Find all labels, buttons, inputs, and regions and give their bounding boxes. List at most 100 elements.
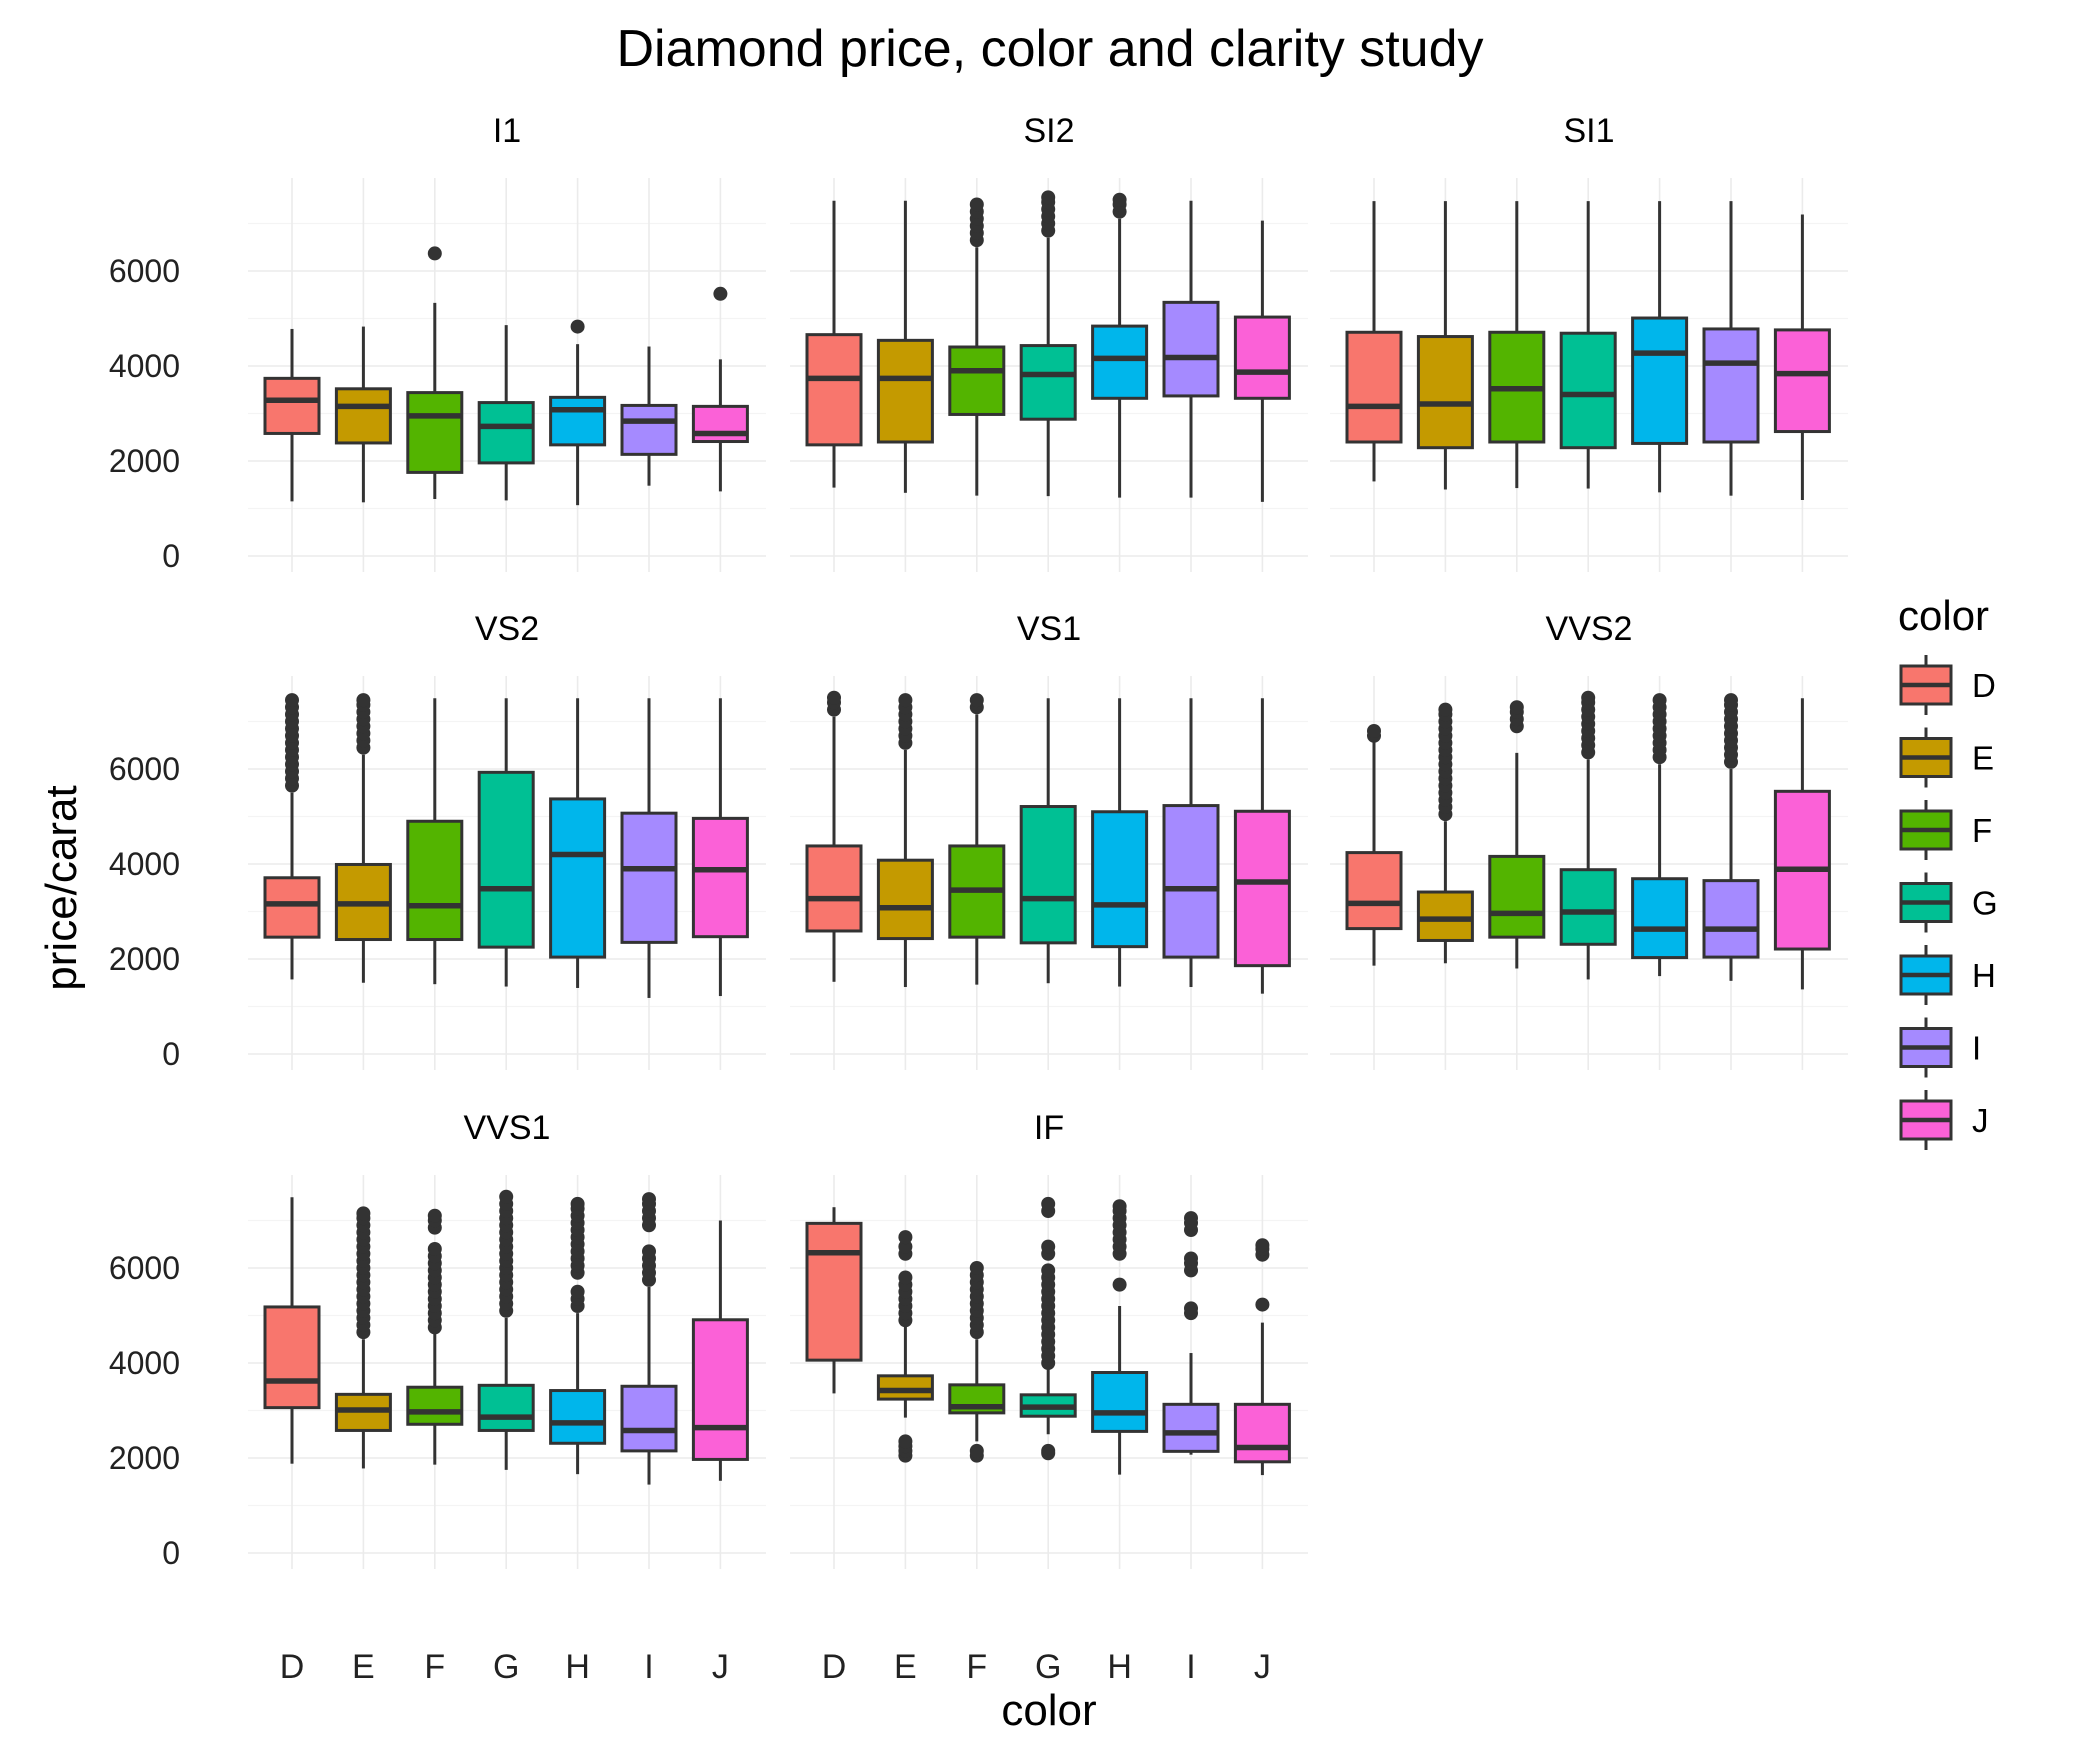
box-i1-e bbox=[334, 326, 392, 503]
box-iqr bbox=[1631, 877, 1689, 960]
outlier-point bbox=[356, 693, 371, 708]
y-tick-label: 2000 bbox=[109, 1440, 180, 1476]
outlier-point bbox=[1724, 693, 1738, 708]
box-vvs2-h bbox=[1631, 693, 1689, 977]
outlier-point bbox=[285, 693, 299, 708]
legend-label: D bbox=[1972, 667, 1996, 704]
outlier-point bbox=[1438, 702, 1453, 717]
box-iqr bbox=[406, 1385, 464, 1426]
outlier-point bbox=[713, 286, 728, 301]
box-si1-d bbox=[1345, 201, 1403, 482]
legend-entry-e: E bbox=[1899, 727, 1994, 788]
legend-label: I bbox=[1972, 1030, 1981, 1067]
box-vs1-j bbox=[1233, 698, 1291, 994]
y-tick-label: 4000 bbox=[109, 348, 180, 384]
box-vvs2-g bbox=[1559, 690, 1617, 980]
box-i1-h bbox=[549, 319, 607, 506]
box-si2-d bbox=[805, 200, 863, 488]
box-vs2-j bbox=[691, 698, 749, 997]
box-iqr bbox=[549, 797, 607, 959]
outlier-point bbox=[1041, 190, 1056, 205]
box-i1-j bbox=[691, 286, 749, 492]
outlier-point bbox=[427, 1242, 442, 1256]
facet-panel-si2: SI2 bbox=[790, 112, 1308, 572]
outlier-point bbox=[898, 1434, 913, 1449]
box-iqr bbox=[1702, 879, 1760, 959]
box-iqr bbox=[406, 391, 464, 474]
outlier-point bbox=[1509, 700, 1524, 715]
box-iqr bbox=[1416, 890, 1474, 942]
outlier-point bbox=[898, 1230, 913, 1245]
outlier-point bbox=[1041, 1263, 1056, 1278]
box-if-f bbox=[948, 1261, 1006, 1463]
box-iqr bbox=[1702, 327, 1760, 444]
box-iqr bbox=[477, 1383, 535, 1432]
chart-title: Diamond price, color and clarity study bbox=[616, 20, 1483, 78]
box-si2-h bbox=[1091, 192, 1149, 498]
x-tick-label: J bbox=[1254, 1648, 1271, 1686]
box-iqr bbox=[691, 816, 749, 939]
box-vvs1-i bbox=[620, 1192, 678, 1485]
legend-label: G bbox=[1972, 885, 1998, 922]
facet-panel-si1: SI1 bbox=[1330, 112, 1848, 572]
outlier-point bbox=[570, 1196, 585, 1211]
box-vvs2-i bbox=[1702, 693, 1760, 981]
facet-panel-i1: I1 bbox=[248, 112, 766, 572]
box-si1-i bbox=[1702, 201, 1760, 496]
box-iqr bbox=[948, 345, 1006, 416]
box-i1-f bbox=[406, 246, 464, 499]
box-iqr bbox=[1162, 804, 1220, 959]
box-iqr bbox=[1091, 324, 1149, 400]
facet-panel-vs2: VS2 bbox=[248, 610, 766, 1070]
box-iqr bbox=[1091, 810, 1149, 949]
facet-panel-vs1: VS1 bbox=[790, 610, 1308, 1070]
box-vvs2-e bbox=[1416, 702, 1474, 964]
box-vs1-f bbox=[948, 693, 1006, 985]
facet-label: VVS1 bbox=[464, 1109, 551, 1147]
box-vs2-f bbox=[406, 698, 464, 985]
box-iqr bbox=[1233, 315, 1291, 400]
x-tick-label: D bbox=[822, 1648, 847, 1686]
outlier-point bbox=[1184, 1301, 1198, 1316]
box-iqr bbox=[263, 1305, 321, 1410]
box-iqr bbox=[263, 876, 321, 939]
box-vvs1-j bbox=[691, 1220, 749, 1481]
box-vs1-d bbox=[805, 690, 863, 982]
box-iqr bbox=[620, 811, 678, 944]
box-vvs1-f bbox=[406, 1208, 464, 1465]
outlier-point bbox=[1255, 1238, 1270, 1253]
box-if-j bbox=[1233, 1238, 1291, 1476]
box-vs2-g bbox=[477, 698, 535, 987]
legend-entry-f: F bbox=[1899, 800, 1992, 860]
box-iqr bbox=[805, 1221, 863, 1362]
outlier-point bbox=[969, 197, 984, 212]
box-iqr bbox=[1559, 868, 1617, 946]
facet-label: IF bbox=[1034, 1109, 1064, 1147]
y-tick-label: 4000 bbox=[109, 1345, 180, 1381]
facet-label: VS2 bbox=[475, 610, 539, 648]
y-tick-label: 6000 bbox=[109, 1250, 180, 1286]
box-iqr bbox=[549, 395, 607, 447]
box-vs2-i bbox=[620, 698, 678, 998]
outlier-point bbox=[1112, 192, 1127, 207]
y-tick-label: 6000 bbox=[109, 751, 180, 787]
box-if-d bbox=[805, 1207, 863, 1394]
box-si2-j bbox=[1233, 220, 1291, 502]
facet-panel-vvs2: VVS2 bbox=[1330, 610, 1848, 1070]
outlier-point bbox=[1184, 1251, 1198, 1266]
box-iqr bbox=[1162, 1402, 1220, 1453]
box-iqr bbox=[691, 404, 749, 444]
y-axis-title: price/carat bbox=[37, 785, 86, 990]
legend-entry-g: G bbox=[1899, 872, 1998, 933]
outlier-point bbox=[1041, 1239, 1056, 1254]
outlier-point bbox=[898, 693, 913, 708]
box-vvs1-e bbox=[334, 1206, 392, 1469]
box-i1-i bbox=[620, 346, 678, 486]
box-vs2-e bbox=[334, 693, 392, 983]
x-tick-label: H bbox=[565, 1648, 590, 1686]
outlier-point bbox=[642, 1244, 656, 1259]
box-iqr bbox=[805, 844, 863, 933]
facet-panel-if: IF bbox=[790, 1109, 1308, 1569]
